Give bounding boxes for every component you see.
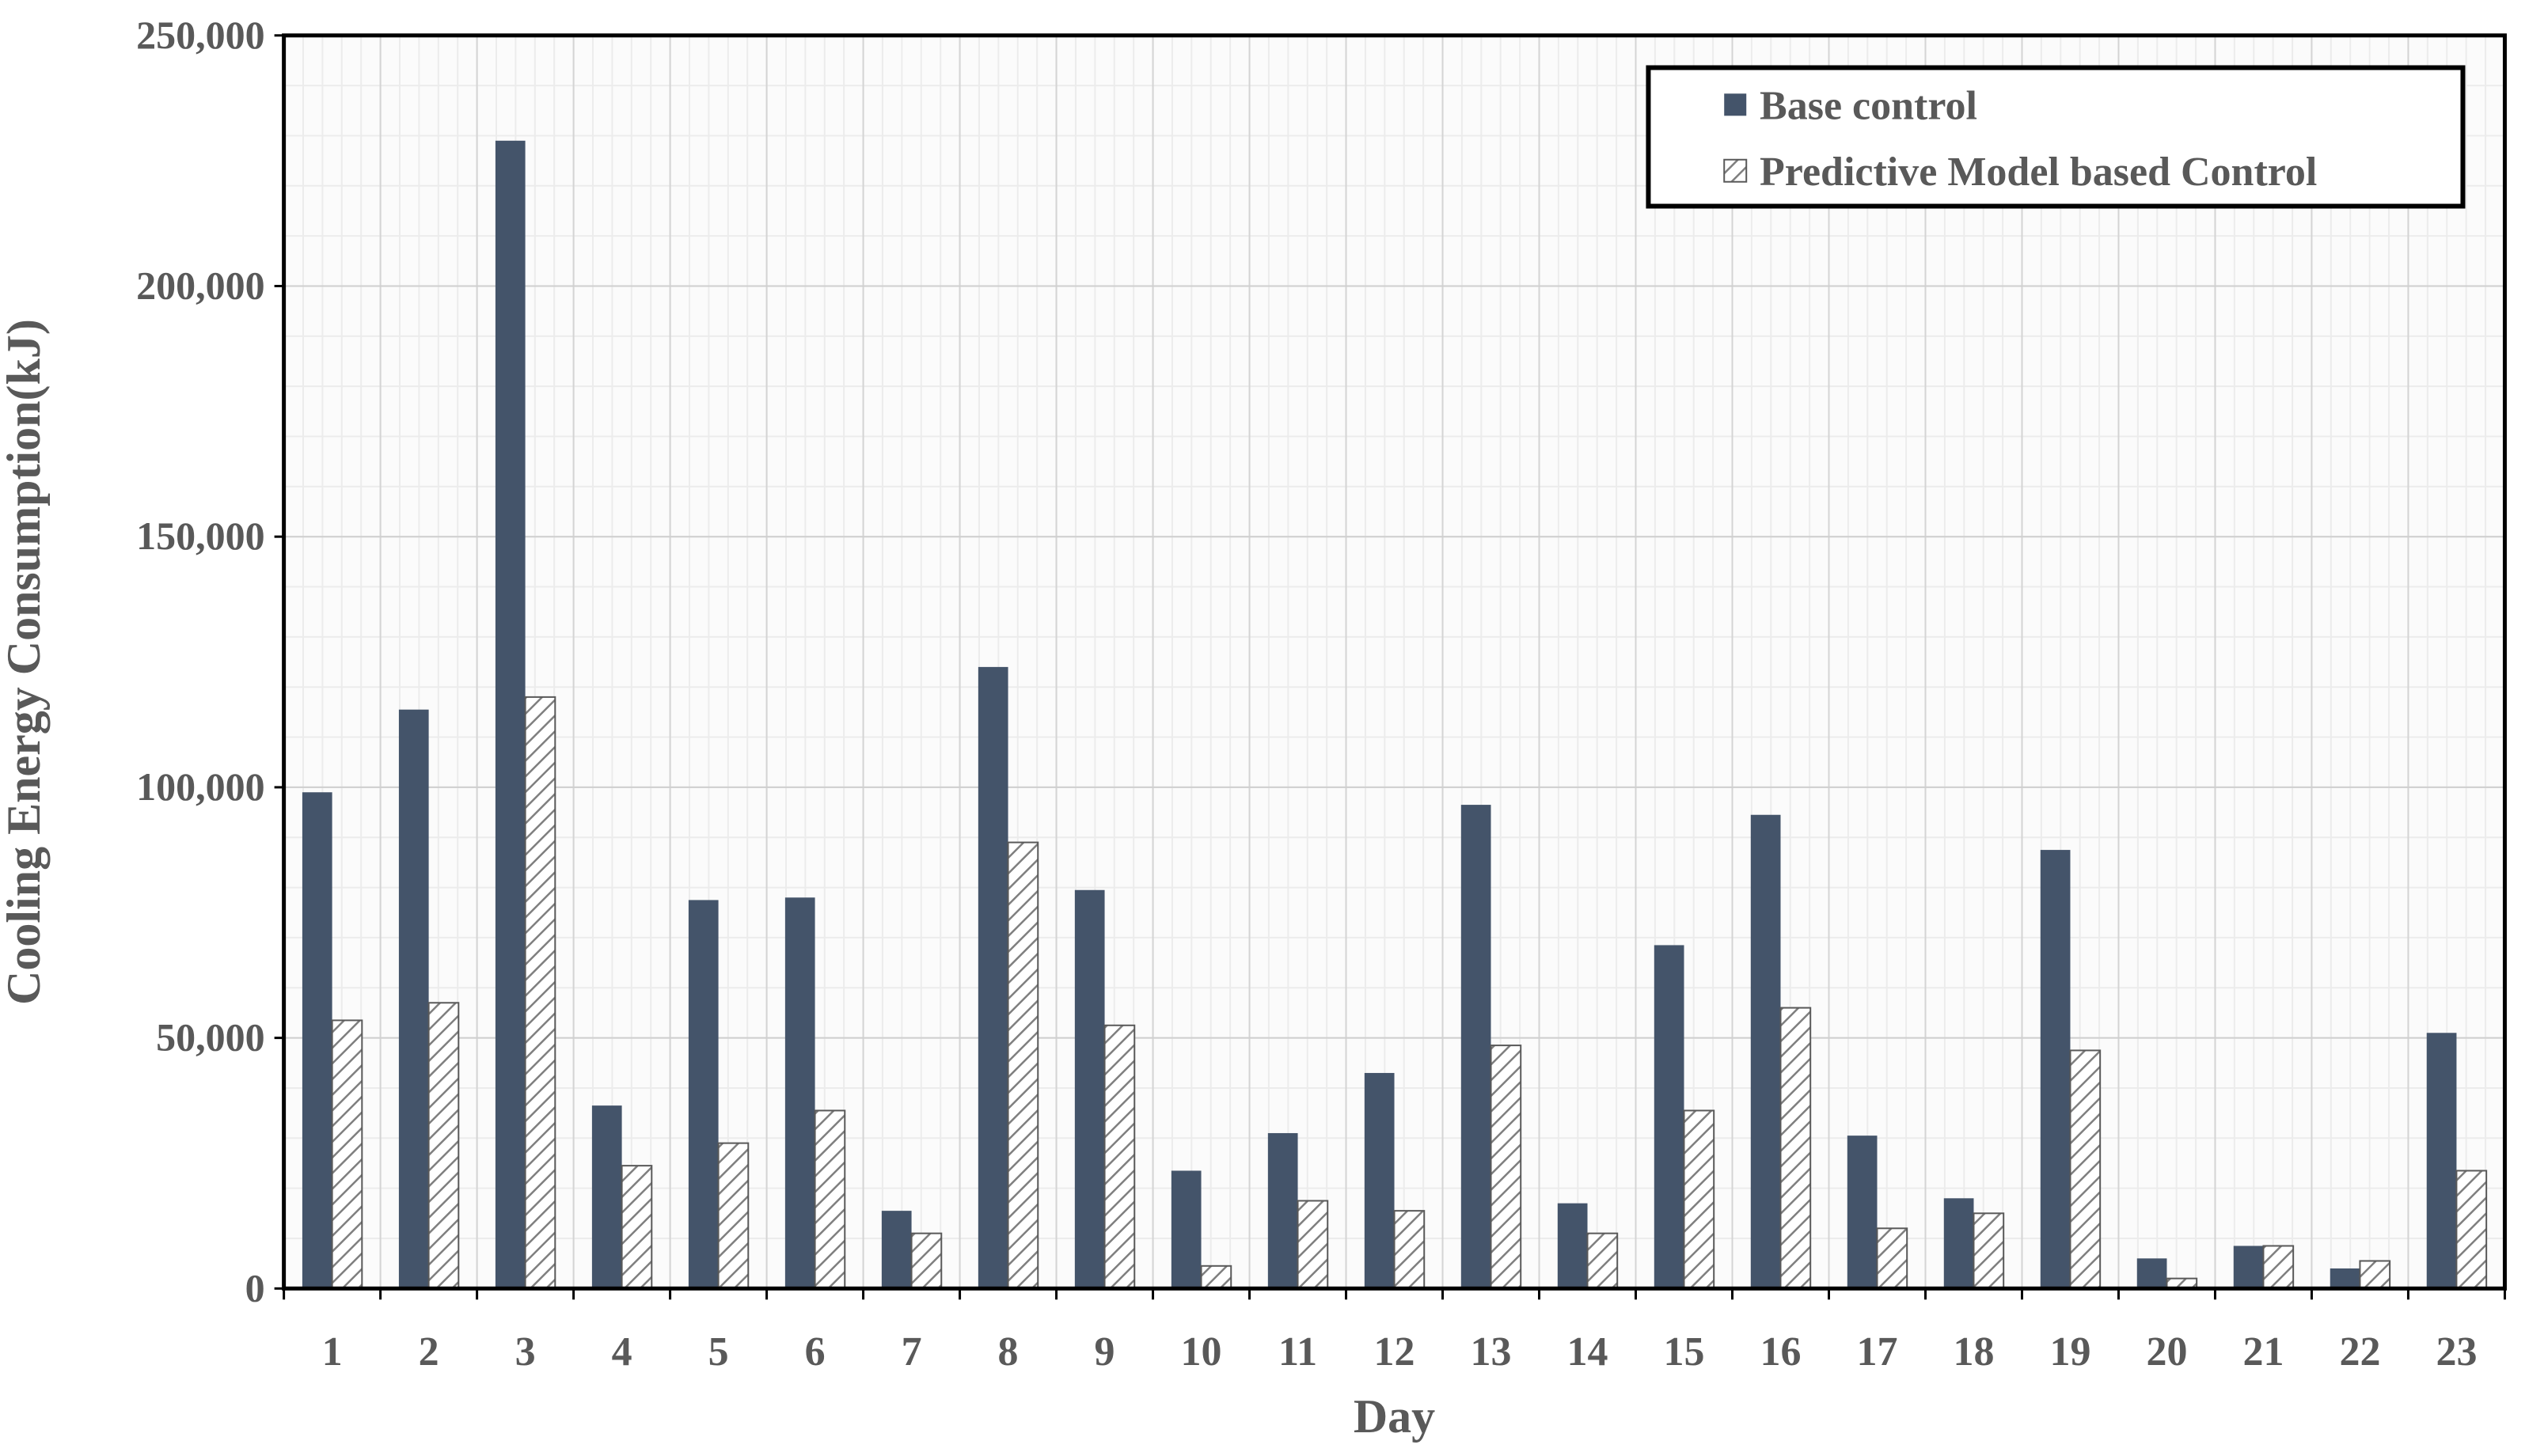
bar-base-control <box>1171 1170 1202 1289</box>
bar-predictive-control <box>717 1142 750 1290</box>
bar-base-control <box>591 1105 622 1289</box>
bar-base-control <box>2426 1033 2457 1289</box>
x-tick-label: 14 <box>1567 1329 1608 1374</box>
bar-base-control <box>1557 1203 1588 1289</box>
x-tick-label: 10 <box>1181 1329 1222 1374</box>
x-tick-label: 7 <box>902 1329 922 1374</box>
bar-base-control <box>495 140 526 1289</box>
bar-base-control <box>1654 945 1684 1289</box>
bar-base-control <box>978 666 1008 1289</box>
bar-base-control <box>881 1211 912 1289</box>
bar-base-control <box>398 709 429 1289</box>
legend-swatch-base-control <box>1724 93 1747 116</box>
bar-predictive-control <box>1200 1265 1232 1290</box>
bar-predictive-control <box>1393 1210 1426 1290</box>
bars-layer <box>302 140 2488 1290</box>
x-tick-label: 17 <box>1856 1329 1897 1374</box>
bar-base-control <box>1750 814 1781 1289</box>
x-tick-label: 15 <box>1664 1329 1705 1374</box>
bar-predictive-control <box>2455 1170 2488 1290</box>
bar-predictive-control <box>2359 1260 2391 1290</box>
bar-predictive-control <box>1103 1024 1136 1290</box>
bar-predictive-control <box>621 1165 653 1290</box>
bar-predictive-control <box>1586 1232 1619 1290</box>
bar-base-control <box>1074 889 1105 1289</box>
legend-label-base-control: Base control <box>1760 83 1977 128</box>
x-tick-label: 18 <box>1953 1329 1994 1374</box>
x-tick-label: 8 <box>998 1329 1019 1374</box>
x-tick-label: 12 <box>1374 1329 1415 1374</box>
x-tick-label: 11 <box>1278 1329 1317 1374</box>
legend-swatch-predictive-control <box>1723 158 1748 183</box>
bar-base-control <box>1847 1136 1878 1289</box>
x-tick-label: 19 <box>2049 1329 2090 1374</box>
x-tick-label: 3 <box>515 1329 536 1374</box>
y-tick-label: 0 <box>245 1265 265 1310</box>
y-tick-label: 200,000 <box>136 263 265 307</box>
x-tick-label: 22 <box>2339 1329 2380 1374</box>
bar-base-control <box>1943 1198 1974 1289</box>
bar-predictive-control <box>1490 1045 1522 1290</box>
bar-base-control <box>688 900 719 1289</box>
bar-base-control <box>302 792 332 1289</box>
bar-predictive-control <box>331 1019 363 1290</box>
y-tick-label: 250,000 <box>136 13 265 57</box>
x-tick-label: 6 <box>805 1329 826 1374</box>
x-tick-label: 2 <box>419 1329 439 1374</box>
bar-predictive-control <box>2069 1049 2102 1290</box>
x-tick-label: 13 <box>1471 1329 1512 1374</box>
legend: Base control Predictive Model based Contr… <box>1646 65 2466 209</box>
bar-predictive-control <box>814 1109 846 1290</box>
bar-predictive-control <box>1007 841 1039 1290</box>
x-tick-label: 9 <box>1095 1329 1115 1374</box>
bar-base-control <box>1267 1132 1298 1289</box>
y-tick-label: 100,000 <box>136 764 265 809</box>
bar-predictive-control <box>1683 1109 1715 1290</box>
bar-predictive-control <box>427 1002 460 1290</box>
x-tick-label: 4 <box>612 1329 632 1374</box>
bar-base-control <box>2330 1268 2360 1289</box>
bar-predictive-control <box>2262 1245 2295 1290</box>
bar-predictive-control <box>1876 1227 1908 1290</box>
y-axis-title: Cooling Energy Consumption(kJ) <box>0 319 50 1005</box>
plot-frame <box>282 33 2507 1291</box>
bar-base-control <box>2233 1246 2264 1289</box>
x-tick-label: 23 <box>2436 1329 2477 1374</box>
x-tick-label: 21 <box>2242 1329 2284 1374</box>
x-tick-label: 1 <box>322 1329 343 1374</box>
bar-base-control <box>2136 1258 2167 1289</box>
bar-base-control <box>1364 1072 1395 1289</box>
x-tick-label: 20 <box>2146 1329 2187 1374</box>
bar-base-control <box>1460 805 1491 1289</box>
legend-box <box>1646 65 2466 209</box>
y-tick-label: 150,000 <box>136 514 265 558</box>
legend-label-predictive-control: Predictive Model based Control <box>1760 150 2317 195</box>
bar-base-control <box>784 897 815 1289</box>
x-tick-label: 5 <box>708 1329 729 1374</box>
bar-predictive-control <box>524 696 556 1290</box>
bar-base-control <box>2040 850 2071 1289</box>
bar-predictive-control <box>1973 1212 2005 1290</box>
bar-predictive-control <box>1779 1007 1812 1290</box>
y-tick-label: 50,000 <box>156 1015 265 1060</box>
bar-predictive-control <box>1297 1200 1329 1290</box>
bar-predictive-control <box>910 1232 943 1290</box>
x-axis-title: Day <box>1354 1390 1435 1443</box>
x-tick-label: 16 <box>1760 1329 1801 1374</box>
axes-layer <box>274 33 2507 1300</box>
